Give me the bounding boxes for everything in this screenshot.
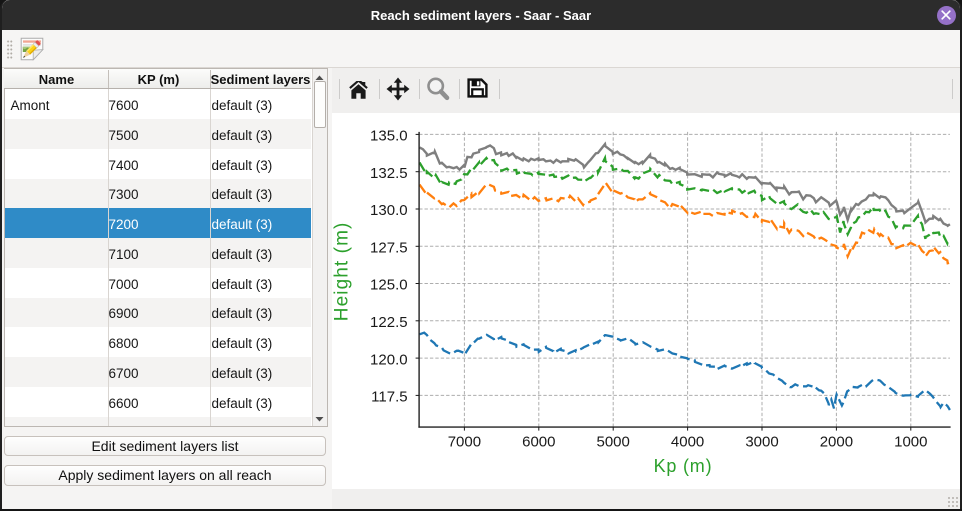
svg-text:6000: 6000 bbox=[522, 434, 555, 451]
svg-text:2000: 2000 bbox=[820, 434, 853, 451]
svg-text:135.0: 135.0 bbox=[370, 128, 408, 145]
svg-text:125.0: 125.0 bbox=[370, 277, 408, 294]
svg-text:5000: 5000 bbox=[597, 434, 630, 451]
svg-text:Kp (m): Kp (m) bbox=[654, 456, 713, 476]
svg-text:120.0: 120.0 bbox=[370, 351, 408, 368]
svg-text:130.0: 130.0 bbox=[370, 202, 408, 219]
svg-text:132.5: 132.5 bbox=[370, 165, 408, 182]
svg-text:1000: 1000 bbox=[894, 434, 927, 451]
svg-text:Height (m): Height (m) bbox=[332, 222, 353, 322]
svg-text:4000: 4000 bbox=[671, 434, 704, 451]
svg-text:117.5: 117.5 bbox=[371, 389, 407, 406]
svg-text:127.5: 127.5 bbox=[370, 240, 408, 257]
svg-text:122.5: 122.5 bbox=[370, 314, 408, 331]
svg-text:3000: 3000 bbox=[745, 434, 778, 451]
svg-text:7000: 7000 bbox=[448, 434, 481, 451]
